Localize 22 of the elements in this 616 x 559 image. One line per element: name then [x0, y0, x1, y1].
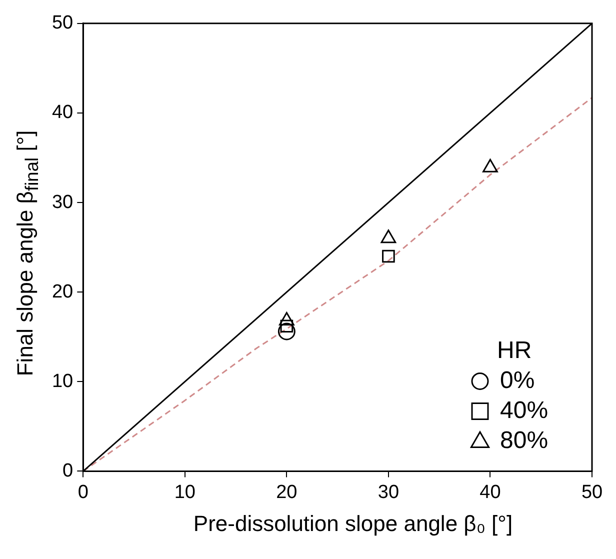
y-tick-label: 40: [52, 102, 74, 124]
point: [382, 250, 395, 263]
legend-label: 80%: [500, 426, 548, 454]
y-tick-label: 30: [52, 192, 74, 213]
point: [278, 322, 296, 340]
x-tick-label: 0: [78, 482, 88, 503]
legend-title: HR: [497, 336, 532, 364]
y-tick-label: 10: [52, 370, 74, 392]
point: [482, 158, 498, 172]
y-tick-label: 0: [62, 460, 74, 482]
line-series: [83, 96, 592, 472]
x-tick-label: 30: [378, 482, 400, 503]
x-tick-label: 50: [581, 482, 603, 503]
y-tick-label: 50: [52, 12, 74, 34]
x-axis-title: Pre-dissolution slope angle β₀ [°]: [192, 511, 514, 537]
legend-label: 0%: [500, 366, 535, 394]
legend-label: 40%: [500, 396, 548, 424]
x-tick-label: 20: [276, 482, 298, 503]
point: [380, 230, 396, 244]
x-tick-label: 40: [480, 482, 501, 503]
x-tick-label: 10: [174, 482, 196, 503]
y-tick-label: 20: [52, 281, 74, 302]
